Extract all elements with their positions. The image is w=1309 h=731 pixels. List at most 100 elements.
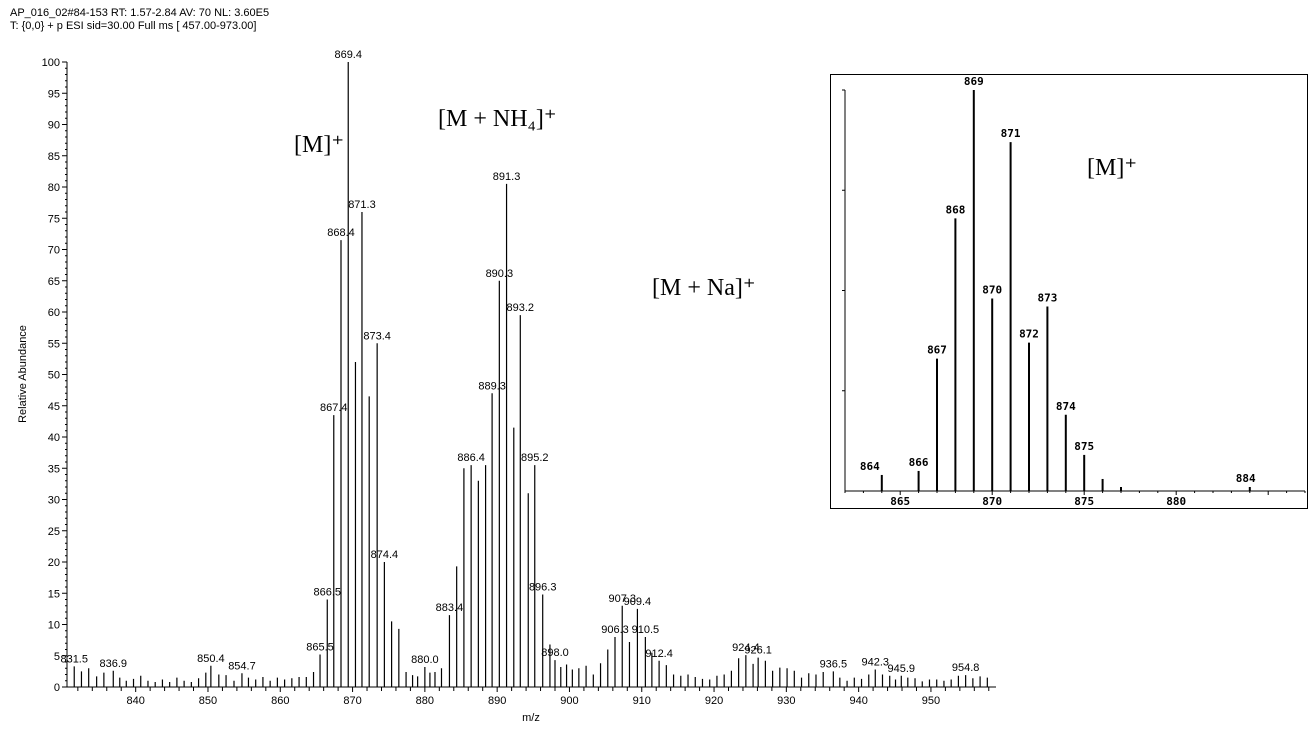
x-tick-label: 840 xyxy=(127,695,145,707)
x-tick-label: 950 xyxy=(922,695,940,707)
y-tick-label: 15 xyxy=(48,588,60,600)
peak-label: 907.3 xyxy=(608,593,636,605)
inset-x-tick-label: 880 xyxy=(1166,495,1186,508)
y-tick-label: 0 xyxy=(54,682,60,694)
peak-label: 868.4 xyxy=(327,227,355,239)
x-tick-label: 920 xyxy=(705,695,723,707)
peak-label: 871.3 xyxy=(348,199,376,211)
y-axis-ticks: 0 5 10 15 20 25 30 35 40 45 50 55 60 65 70 75 80 85 90 95 10… xyxy=(42,57,67,694)
inset-peaks xyxy=(880,90,1251,491)
inset-peak-label: 884 xyxy=(1236,472,1256,485)
peak-label: 912.4 xyxy=(645,648,673,660)
peak-label: 883.4 xyxy=(436,602,464,614)
peak-label: 895.2 xyxy=(521,452,549,464)
peak-label: 886.4 xyxy=(457,452,485,464)
peak-label: 831.5 xyxy=(60,653,88,665)
inset-annotation-m-ion: [M]⁺ xyxy=(1087,155,1137,181)
peak-label: 954.8 xyxy=(952,662,980,674)
inset-peak-label: 872 xyxy=(1019,328,1039,341)
y-tick-label: 45 xyxy=(48,401,60,413)
peak-label: 890.3 xyxy=(486,268,514,280)
x-tick-label: 910 xyxy=(633,695,651,707)
isotope-inset-plot: 865 870 875 880 864 866 867 868 869 870 871 872 873… xyxy=(830,74,1308,509)
peak-label: 854.7 xyxy=(228,660,256,672)
peak-label: 865.5 xyxy=(306,642,334,654)
peak-label: 893.2 xyxy=(507,302,535,314)
peak-label: 906.3 xyxy=(601,624,629,636)
y-tick-label: 35 xyxy=(48,463,60,475)
annotation-m-nh4-ion: [M + NH₄]⁺ xyxy=(438,106,557,132)
peak-label: 880.0 xyxy=(411,654,439,666)
inset-peak-label: 871 xyxy=(1001,127,1021,140)
inset-peak-labels: 864 866 867 868 869 870 871 872 873 874 875 884 xyxy=(860,75,1256,485)
inset-peak-label: 870 xyxy=(982,284,1002,297)
y-tick-label: 80 xyxy=(48,182,60,194)
y-tick-label: 30 xyxy=(48,495,60,507)
inset-x-tick-label: 865 xyxy=(890,495,910,508)
peak-label: 909.4 xyxy=(624,596,652,608)
spectrum-peaks xyxy=(73,62,988,687)
annotation-m-ion: [M]⁺ xyxy=(294,132,344,158)
x-tick-label: 930 xyxy=(777,695,795,707)
inset-frame xyxy=(830,74,1308,509)
y-tick-label: 75 xyxy=(48,213,60,225)
peak-label: 850.4 xyxy=(197,653,225,665)
x-tick-label: 870 xyxy=(343,695,361,707)
inset-peak-label: 874 xyxy=(1056,400,1076,413)
inset-peak-label: 868 xyxy=(945,203,965,216)
peak-label: 945.9 xyxy=(888,663,916,675)
x-tick-label: 890 xyxy=(488,695,506,707)
x-tick-label: 850 xyxy=(199,695,217,707)
x-tick-label: 880 xyxy=(416,695,434,707)
y-tick-label: 100 xyxy=(42,57,60,69)
y-tick-label: 95 xyxy=(48,88,60,100)
peak-label: 926.1 xyxy=(744,645,772,657)
x-tick-label: 860 xyxy=(271,695,289,707)
inset-peak-label: 869 xyxy=(964,75,984,88)
peak-label: 866.5 xyxy=(313,587,341,599)
peak-label: 924.4 xyxy=(732,642,760,654)
y-tick-label: 25 xyxy=(48,526,60,538)
y-tick-label: 40 xyxy=(48,432,60,444)
inset-peak-label: 873 xyxy=(1037,292,1057,305)
peak-label: 942.3 xyxy=(862,657,890,669)
inset-peak-label: 864 xyxy=(860,460,880,473)
peak-label: 910.5 xyxy=(632,624,660,636)
peak-label: 836.9 xyxy=(100,658,128,670)
inset-peak-label: 875 xyxy=(1074,440,1094,453)
y-tick-label: 85 xyxy=(48,151,60,163)
inset-x-tick-label: 870 xyxy=(982,495,1002,508)
main-spectrum-plot: 0 5 10 15 20 25 30 35 40 45 50 55 60 65 70 75 80 85 90 95 10… xyxy=(17,49,996,724)
peak-label: 867.4 xyxy=(320,402,348,414)
x-axis-label: m/z xyxy=(522,712,540,724)
y-tick-label: 50 xyxy=(48,370,60,382)
x-axis-ticks: 840 850 860 870 880 890 900 910 920 930 940 950 xyxy=(77,687,990,707)
y-tick-label: 65 xyxy=(48,276,60,288)
peak-label: 874.4 xyxy=(371,549,399,561)
peak-label: 898.0 xyxy=(541,647,569,659)
y-tick-label: 5 xyxy=(54,651,60,663)
scan-header: AP_016_02#84-153 RT: 1.57-2.84 AV: 70 NL… xyxy=(10,7,270,19)
peak-label: 936.5 xyxy=(820,658,848,670)
y-axis-label: Relative Abundance xyxy=(17,325,29,423)
inset-x-tick-label: 875 xyxy=(1074,495,1094,508)
inset-x-axis-ticks: 865 870 875 880 xyxy=(844,491,1306,508)
inset-peak-label: 866 xyxy=(909,456,929,469)
peak-label: 896.3 xyxy=(529,582,557,594)
y-tick-label: 90 xyxy=(48,120,60,132)
peak-label: 873.4 xyxy=(363,330,391,342)
y-tick-label: 60 xyxy=(48,307,60,319)
peak-label: 891.3 xyxy=(493,171,521,183)
y-tick-label: 10 xyxy=(48,620,60,632)
peak-label: 889.3 xyxy=(478,380,506,392)
x-tick-label: 900 xyxy=(560,695,578,707)
y-tick-label: 70 xyxy=(48,245,60,257)
y-tick-label: 20 xyxy=(48,557,60,569)
x-tick-label: 940 xyxy=(849,695,867,707)
annotation-m-na-ion: [M + Na]⁺ xyxy=(652,275,756,301)
peak-label: 869.4 xyxy=(334,49,362,61)
scan-filter-line: T: {0,0} + p ESI sid=30.00 Full ms [ 457… xyxy=(10,20,257,32)
y-tick-label: 55 xyxy=(48,338,60,350)
